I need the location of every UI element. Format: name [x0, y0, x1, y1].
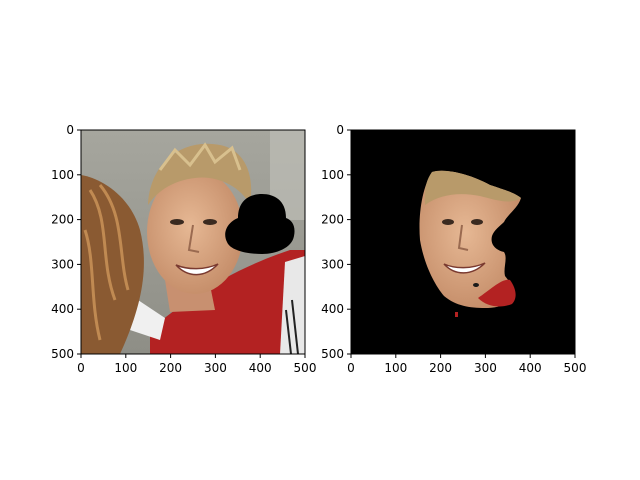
- right-image-axes: 0 100 200 300 400 500 0 100 200 300 400 500: [321, 123, 586, 375]
- hair-shape: [148, 143, 252, 205]
- red-shirt-shape: [150, 250, 305, 354]
- left-y-tick-label: 500: [51, 347, 74, 361]
- left-axes-frame: [80, 129, 306, 355]
- left-y-tick-label: 0: [66, 123, 74, 137]
- left-x-tick-label: 200: [159, 361, 182, 375]
- right-x-tick-label: 200: [429, 361, 452, 375]
- right-y-tick-label: 300: [321, 257, 344, 271]
- right-x-tick-label: 0: [347, 361, 355, 375]
- left-x-tick-label: 0: [77, 361, 85, 375]
- left-x-tick-label: 500: [294, 361, 317, 375]
- right-y-tick-label: 400: [321, 302, 344, 316]
- right-x-tick-label: 400: [519, 361, 542, 375]
- right-y-tick-label: 100: [321, 168, 344, 182]
- masked-shirt-shape: [478, 279, 516, 307]
- right-x-tick-label: 300: [474, 361, 497, 375]
- right-image-content: [351, 130, 575, 354]
- right-y-tick-label: 0: [336, 123, 344, 137]
- right-y-tick-label: 200: [321, 213, 344, 227]
- masked-face-shape: [419, 170, 521, 308]
- left-y-tick-label: 100: [51, 168, 74, 182]
- left-y-tick-label: 200: [51, 213, 74, 227]
- right-x-ticks: 0 100 200 300 400 500: [347, 354, 586, 375]
- left-x-tick-label: 400: [249, 361, 272, 375]
- left-y-tick-label: 300: [51, 257, 74, 271]
- left-image-axes: 0 100 200 300 400 500 0 100 200 300 400 500: [51, 123, 316, 375]
- left-x-ticks: 0 100 200 300 400 500: [77, 354, 316, 375]
- left-x-tick-label: 100: [114, 361, 137, 375]
- left-y-tick-label: 400: [51, 302, 74, 316]
- right-y-ticks: 0 100 200 300 400 500: [321, 123, 351, 361]
- left-y-ticks: 0 100 200 300 400 500: [51, 123, 81, 361]
- right-x-tick-label: 500: [564, 361, 587, 375]
- hugger-hair-shape: [81, 175, 144, 354]
- left-x-tick-label: 300: [204, 361, 227, 375]
- right-y-tick-label: 500: [321, 347, 344, 361]
- right-x-tick-label: 100: [384, 361, 407, 375]
- face-shape: [147, 170, 243, 294]
- hat-occluder-shape: [225, 194, 295, 254]
- right-axes-frame: [350, 129, 576, 355]
- left-image-content: [81, 130, 305, 354]
